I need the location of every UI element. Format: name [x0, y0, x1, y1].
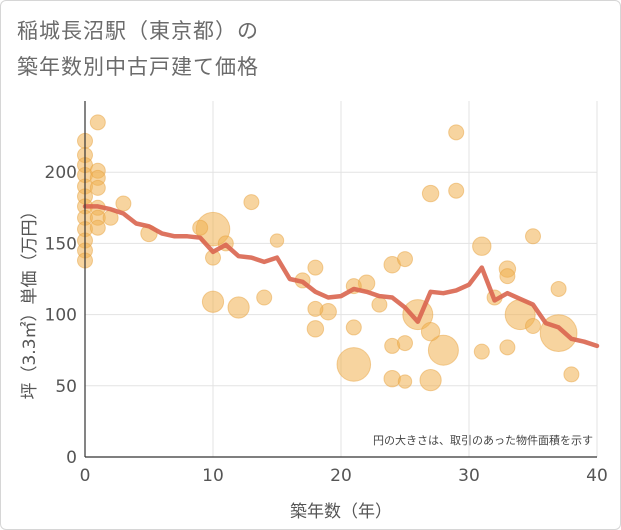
y-tick-label: 0	[66, 448, 77, 468]
bubble-point	[192, 219, 209, 236]
bubble-point	[448, 124, 465, 141]
grid-lines	[84, 101, 598, 458]
bubble-point	[448, 182, 465, 199]
bubble-point	[550, 280, 567, 297]
x-tick-label: 40	[586, 466, 608, 486]
bubble-point	[499, 339, 516, 356]
bubble-point	[336, 347, 372, 382]
bubble-point	[499, 268, 516, 285]
chart-title: 稲城長沼駅（東京都）の 築年数別中古戸建て価格	[17, 13, 259, 85]
x-tick-label: 10	[202, 466, 224, 486]
bubble-point	[201, 290, 225, 313]
bubble-point	[307, 259, 324, 276]
bubble-point	[269, 233, 285, 248]
bubble-point	[563, 366, 580, 383]
bubble-point	[419, 368, 442, 392]
bubble-point	[227, 296, 250, 319]
bubble-point	[371, 296, 388, 313]
bubble-point	[472, 236, 492, 256]
y-tick-label: 50	[55, 377, 77, 397]
bubble-point	[397, 335, 413, 352]
tick-labels: 0 10 20 30 40 0 50 100 150 200	[45, 163, 608, 486]
bubble-point	[397, 374, 413, 389]
bubble-point	[421, 184, 440, 203]
bubble-size-note: 円の大きさは、取引のあった物件面積を示す	[373, 433, 593, 447]
bubble-layer	[77, 114, 580, 392]
y-tick-label: 100	[45, 306, 77, 326]
trend-line-layer	[82, 204, 600, 349]
chart-title-line2: 築年数別中古戸建て価格	[17, 55, 259, 79]
y-tick-label: 150	[45, 234, 77, 254]
x-axis-title: 築年数（年）	[290, 502, 392, 522]
bubble-point	[525, 317, 541, 334]
x-tick-label: 0	[80, 466, 91, 486]
average-price-line	[82, 204, 600, 349]
y-tick-label: 200	[45, 163, 77, 183]
bubble-point	[89, 219, 106, 236]
x-tick-label: 30	[458, 466, 480, 486]
bubble-point	[89, 179, 106, 196]
bubble-point	[345, 319, 362, 336]
bubble-point	[307, 300, 324, 317]
bubble-point	[397, 251, 413, 268]
bubble-point	[427, 334, 459, 366]
axes	[84, 101, 597, 458]
bubble-point	[473, 343, 490, 360]
y-axis-title: 坪（3.3㎡）単価（万円）	[20, 202, 40, 399]
bubble-point	[420, 322, 441, 342]
bubble-point	[115, 195, 132, 212]
bubble-point	[243, 194, 260, 211]
bubble-point	[383, 369, 401, 388]
chart-title-line1: 稲城長沼駅（東京都）の	[17, 19, 259, 43]
x-tick-label: 20	[330, 466, 352, 486]
bubble-point	[306, 320, 325, 338]
bubble-point	[89, 114, 106, 131]
bubble-point	[256, 289, 273, 306]
bubble-point	[525, 228, 541, 245]
